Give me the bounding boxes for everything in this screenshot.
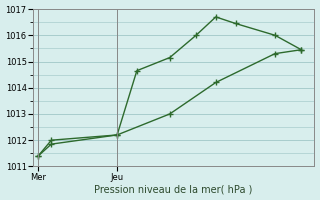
X-axis label: Pression niveau de la mer( hPa ): Pression niveau de la mer( hPa ) <box>94 184 253 194</box>
